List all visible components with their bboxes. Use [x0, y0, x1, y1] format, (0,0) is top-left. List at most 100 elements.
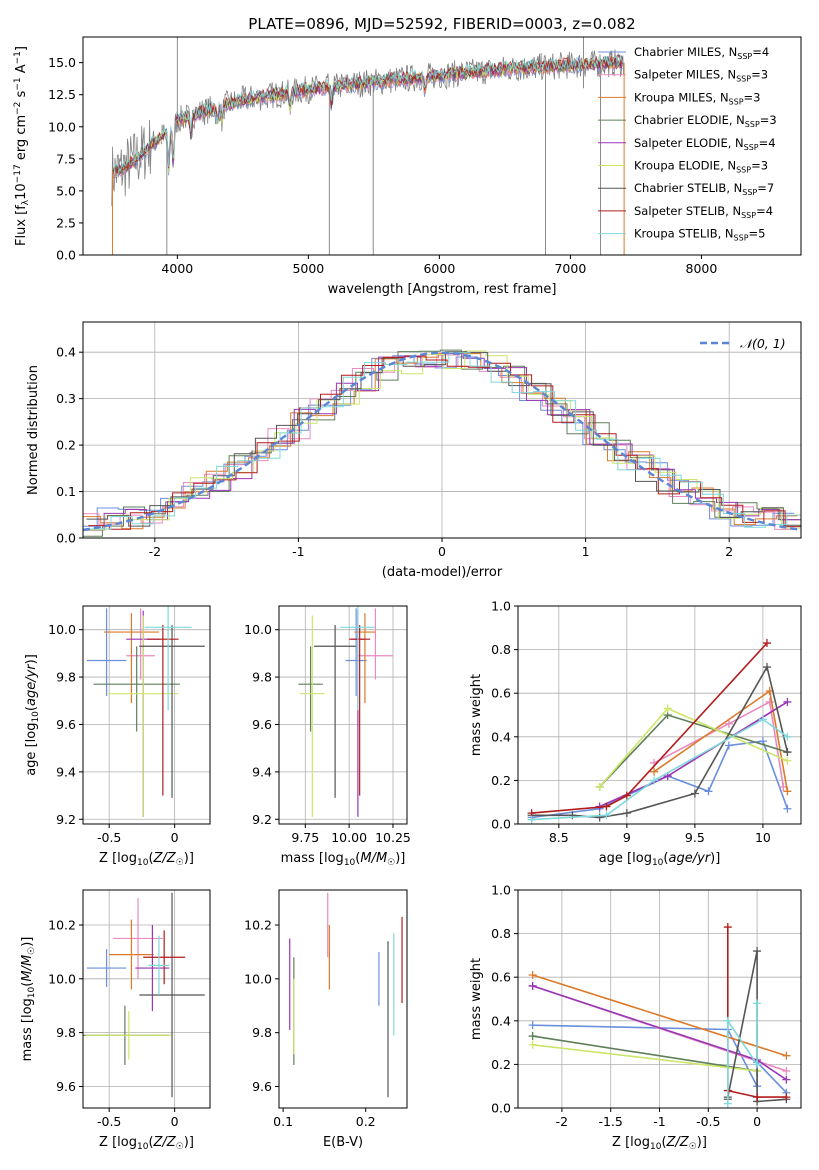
x-tick-label: -0.5: [696, 1114, 720, 1129]
legend-entry: Salpeter MILES, NSSP=3: [634, 68, 768, 84]
legend-entry: Kroupa MILES, NSSP=3: [634, 90, 760, 106]
x-tick-label: 0.2: [356, 1114, 376, 1129]
weight-marker: [783, 787, 792, 796]
y-tick-label: 9.8: [252, 670, 272, 685]
y-tick-label: 10.0: [48, 622, 76, 637]
y-axis-label: age [log10(age/yr)]: [24, 654, 41, 776]
weight-marker: [762, 639, 771, 648]
y-tick-label: 9.2: [252, 812, 272, 827]
x-tick-label: -1: [653, 1114, 665, 1129]
weight-marker: [650, 767, 659, 776]
y-tick-label: 15.0: [48, 55, 76, 70]
x-axis-label: wavelength [Angstrom, rest frame]: [328, 282, 557, 297]
x-axis-label: age [log10(age/yr)]: [599, 851, 721, 868]
y-axis-label: Normed distribution: [26, 365, 41, 495]
weight-marker: [690, 789, 699, 798]
weight-marker: [595, 782, 604, 791]
x-tick-label: 10: [755, 830, 771, 845]
axes-frame: [517, 605, 802, 825]
y-tick-label: 0.2: [56, 438, 76, 453]
weight-marker: [595, 813, 604, 822]
plot-area: [528, 923, 791, 1108]
x-tick-label: -1: [292, 544, 304, 559]
weight-marker: [723, 923, 732, 932]
weight-series: [532, 1035, 758, 1072]
legend-entry: Salpeter ELODIE, NSSP=4: [634, 136, 776, 152]
y-tick-label: 0.6: [491, 686, 511, 701]
y-axis-label: mass [log10(M/M☉)]: [20, 937, 37, 1062]
weight-marker: [528, 1032, 537, 1041]
weight-marker: [782, 1075, 791, 1084]
weight-marker: [724, 719, 733, 728]
y-tick-label: 9.6: [56, 1079, 76, 1094]
weight-marker: [650, 776, 659, 785]
weight-marker: [783, 697, 792, 706]
panel-mass_vs_ebv: 0.1 0.2 9.6 9.8 10.0 10.2 E(B-V): [244, 889, 408, 1150]
x-tick-label: -0.5: [97, 830, 121, 845]
x-tick-label: 10.00: [331, 830, 367, 845]
y-tick-label: 9.6: [252, 717, 272, 732]
y-tick-label: 0.6: [491, 970, 511, 985]
plot-area: [86, 606, 205, 817]
panel-residuals: -2 -1 0 1 2 0.0 0.1 0.2 0.3 0.4 𝒩(0, 1) (data-model…: [26, 321, 802, 580]
weight-marker: [622, 809, 631, 818]
weight-marker: [782, 1093, 791, 1102]
model-spectrum: [112, 55, 623, 177]
y-tick-label: 2.5: [56, 215, 76, 230]
y-tick-label: 0.8: [491, 926, 511, 941]
weight-marker: [782, 1066, 791, 1075]
y-tick-label: 9.8: [252, 1025, 272, 1040]
x-tick-label: 7000: [554, 261, 586, 276]
y-tick-label: 0.0: [56, 248, 76, 263]
weight-series: [531, 718, 788, 821]
plot-area: [83, 349, 801, 537]
weight-series: [532, 1044, 758, 1072]
y-tick-label: 0.1: [56, 484, 76, 499]
y-tick-label: 5.0: [56, 183, 76, 198]
x-tick-label: -0.5: [97, 1114, 121, 1129]
gaussian-curve: [83, 351, 801, 532]
x-tick-label: 5000: [292, 261, 324, 276]
residual-histogram: [88, 355, 801, 530]
y-tick-label: 0.3: [56, 391, 76, 406]
weight-marker: [622, 791, 631, 800]
x-axis-label: (data-model)/error: [382, 565, 503, 580]
plot-area: [527, 639, 792, 824]
legend-entry: Chabrier MILES, NSSP=4: [634, 45, 769, 61]
y-tick-label: 0.0: [491, 817, 511, 832]
panel-weight_vs_age: 8.5 9 9.5 10 0.0 0.2 0.4 0.6 0.8 1.0 age [log10(ag…: [469, 599, 802, 868]
y-tick-label: 10.0: [244, 622, 272, 637]
weight-marker: [753, 999, 762, 1008]
x-axis-label: Z [log10(Z/Z☉)]: [99, 1135, 194, 1152]
legend-entry: 𝒩(0, 1): [740, 336, 786, 351]
x-tick-label: 9.75: [291, 830, 319, 845]
weight-marker: [783, 756, 792, 765]
weight-marker: [602, 802, 611, 811]
weight-series: [653, 700, 785, 788]
weight-marker: [783, 732, 792, 741]
x-tick-label: -2: [556, 1114, 568, 1129]
x-tick-label: 8.5: [549, 830, 569, 845]
panel-age_vs_mass: 9.75 10.00 10.25 9.2 9.4 9.6 9.8 10.0 mass [log1…: [244, 605, 411, 868]
y-axis-label: Flux [fλ10−17 erg cm−2 s−1 A−1]: [13, 46, 31, 246]
weight-series: [727, 927, 787, 1098]
y-axis-label: mass weight: [469, 958, 484, 1040]
weight-marker: [528, 1040, 537, 1049]
y-tick-label: 10.0: [244, 971, 272, 986]
weight-series: [531, 642, 768, 814]
residual-histogram: [89, 352, 801, 530]
weight-marker: [782, 1051, 791, 1060]
x-tick-label: 0.1: [273, 1114, 293, 1129]
panel-age_vs_z: -0.5 0 9.2 9.4 9.6 9.8 10.0 Z [log10(Z/Z☉)] age …: [24, 605, 211, 868]
y-tick-label: 0.4: [491, 729, 511, 744]
legend: Chabrier MILES, NSSP=4 Salpeter MILES, NS…: [598, 45, 777, 243]
y-tick-label: 0.0: [56, 531, 76, 546]
weight-marker: [663, 704, 672, 713]
weight-marker: [527, 815, 536, 824]
x-axis-label: E(B-V): [323, 1135, 363, 1150]
legend-entry: Kroupa ELODIE, NSSP=3: [634, 159, 768, 175]
weight-marker: [723, 1016, 732, 1025]
x-tick-label: 0: [753, 1114, 761, 1129]
y-axis-label: mass weight: [469, 674, 484, 756]
